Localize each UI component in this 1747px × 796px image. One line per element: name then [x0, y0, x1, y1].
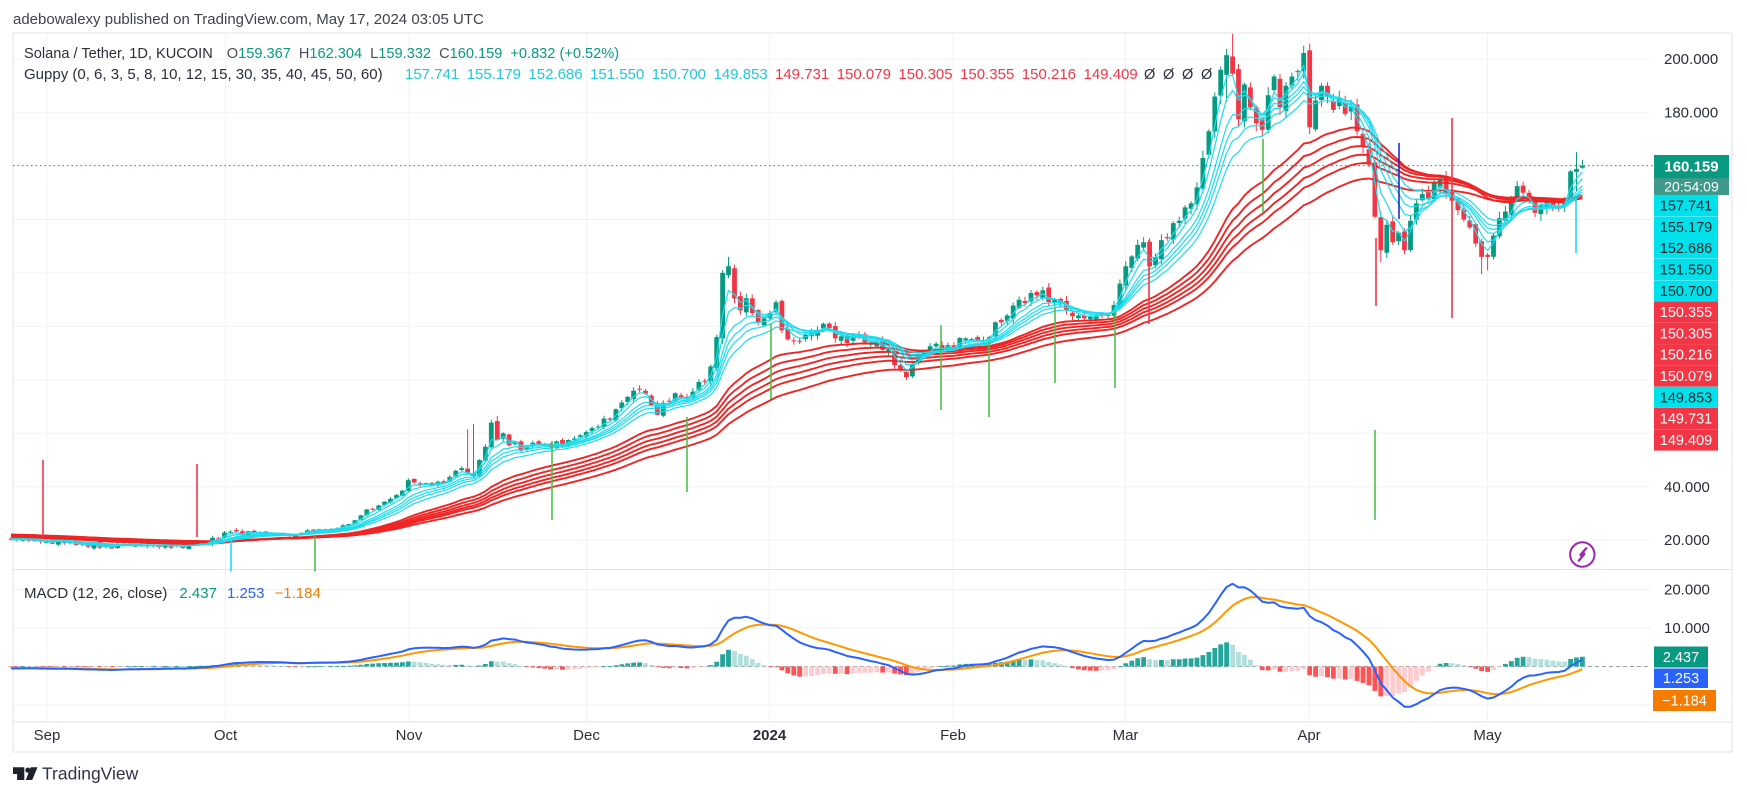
svg-text:150.079: 150.079	[1660, 369, 1712, 385]
svg-text:Nov: Nov	[396, 727, 423, 744]
svg-text:Ø: Ø	[1163, 67, 1174, 83]
svg-text:20:54:09: 20:54:09	[1664, 179, 1719, 195]
svg-text:−1.184: −1.184	[1662, 694, 1707, 710]
svg-text:150.216: 150.216	[1660, 348, 1712, 364]
svg-text:151.550: 151.550	[1660, 263, 1712, 279]
svg-text:180.000: 180.000	[1664, 105, 1718, 122]
svg-text:160.159: 160.159	[1664, 159, 1718, 176]
svg-text:150.305: 150.305	[1660, 327, 1712, 343]
svg-text:157.741: 157.741	[405, 66, 459, 83]
svg-text:150.079: 150.079	[837, 66, 891, 83]
svg-text:155.179: 155.179	[1660, 220, 1712, 236]
svg-text:200.000: 200.000	[1664, 51, 1718, 68]
svg-text:Apr: Apr	[1297, 727, 1320, 744]
svg-text:Feb: Feb	[940, 727, 966, 744]
svg-text:149.409: 149.409	[1660, 433, 1712, 449]
svg-text:2024: 2024	[753, 727, 787, 744]
svg-text:149.853: 149.853	[714, 66, 768, 83]
svg-text:149.409: 149.409	[1084, 66, 1138, 83]
svg-text:Mar: Mar	[1113, 727, 1139, 744]
svg-text:150.700: 150.700	[652, 66, 706, 83]
svg-text:152.686: 152.686	[528, 66, 582, 83]
svg-text:149.731: 149.731	[775, 66, 829, 83]
svg-text:149.853: 149.853	[1660, 390, 1712, 406]
svg-text:Ø: Ø	[1201, 67, 1212, 83]
svg-text:40.000: 40.000	[1664, 479, 1710, 496]
svg-text:152.686: 152.686	[1660, 241, 1712, 257]
svg-text:149.731: 149.731	[1660, 412, 1712, 428]
svg-text:150.305: 150.305	[898, 66, 952, 83]
svg-text:20.000: 20.000	[1664, 582, 1710, 599]
svg-text:151.550: 151.550	[590, 66, 644, 83]
svg-text:Guppy (0, 6, 3, 5, 8, 10, 12,: Guppy (0, 6, 3, 5, 8, 10, 12, 15, 30, 35…	[24, 66, 383, 83]
svg-text:150.355: 150.355	[960, 66, 1014, 83]
svg-text:157.741: 157.741	[1660, 199, 1712, 215]
svg-text:Oct: Oct	[214, 727, 238, 744]
svg-text:150.700: 150.700	[1660, 284, 1712, 300]
svg-text:155.179: 155.179	[467, 66, 521, 83]
svg-text:May: May	[1473, 727, 1502, 744]
svg-text:10.000: 10.000	[1664, 620, 1710, 637]
svg-text:Ø: Ø	[1144, 67, 1155, 83]
svg-text:2.437: 2.437	[1663, 650, 1699, 666]
svg-text:Ø: Ø	[1182, 67, 1193, 83]
svg-text:TradingView: TradingView	[42, 764, 139, 784]
svg-text:Sep: Sep	[34, 727, 61, 744]
svg-text:20.000: 20.000	[1664, 532, 1710, 549]
svg-text:adebowalexy published on Tradi: adebowalexy published on TradingView.com…	[13, 11, 484, 28]
svg-text:Dec: Dec	[573, 727, 600, 744]
svg-text:150.355: 150.355	[1660, 305, 1712, 321]
svg-text:150.216: 150.216	[1022, 66, 1076, 83]
svg-text:1.253: 1.253	[1663, 671, 1699, 687]
